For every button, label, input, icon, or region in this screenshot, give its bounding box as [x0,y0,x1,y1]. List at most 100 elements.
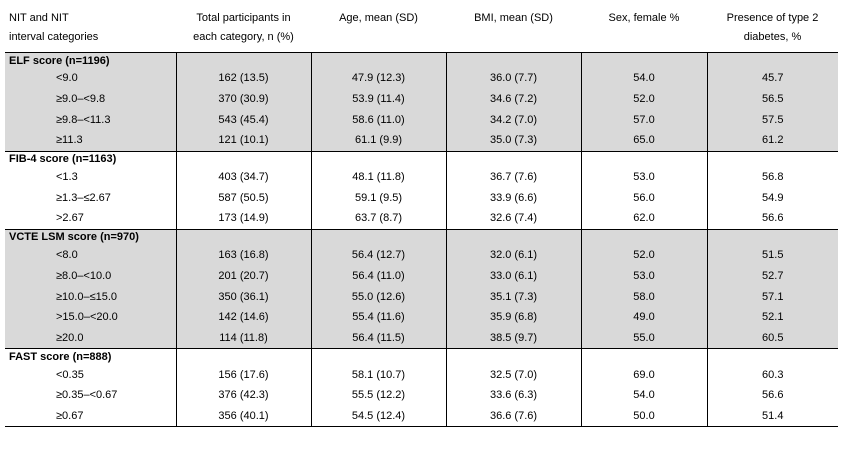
category-cell: <0.35 [56,368,84,381]
group-title: VCTE LSM score (n=970) [5,229,176,245]
female-cell: 52.0 [580,88,707,110]
category-cell: ≥10.0–≤15.0 [5,286,176,307]
bmi-cell: 33.9 (6.6) [445,187,581,209]
diabetes-cell: 54.9 [706,187,838,209]
table-row: ≥9.0–<9.8 370 (30.9) 53.9 (11.4) 34.6 (7… [5,88,838,110]
participants-cell: 587 (50.5) [175,187,311,209]
bmi-cell: 33.6 (6.3) [445,384,581,406]
diabetes-cell: 60.5 [706,327,838,349]
category-cell: >15.0–<20.0 [5,306,176,328]
category-cell: ≥1.3–≤2.67 [56,191,111,204]
group-title: FIB-4 score (n=1163) [9,153,117,166]
female-cell: 49.0 [580,306,707,328]
participants-cell: 173 (14.9) [175,208,311,230]
empty-cell [706,229,838,245]
participants-cell: 403 (34.7) [175,166,311,188]
table-row: <8.0 163 (16.8) 56.4 (12.7) 32.0 (6.1) 5… [5,244,838,266]
group-vcte-lsm: VCTE LSM score (n=970) <8.0 163 (16.8) 5… [5,229,838,349]
category-cell: ≥9.0–<9.8 [5,88,176,110]
empty-cell [175,348,311,365]
table-row: ≥0.67 356 (40.1) 54.5 (12.4) 36.6 (7.6) … [5,405,838,428]
diabetes-cell: 52.1 [706,306,838,328]
participants-cell: 201 (20.7) [175,265,311,287]
age-cell: 55.0 (12.6) [310,286,446,307]
table-row: >2.67 173 (14.9) 63.7 (8.7) 32.6 (7.4) 6… [5,208,838,230]
empty-cell [445,52,581,68]
participants-cell: 163 (16.8) [175,244,311,266]
participants-cell: 142 (14.6) [175,306,311,328]
bmi-cell: 35.0 (7.3) [445,130,581,152]
bmi-cell: 32.6 (7.4) [445,208,581,230]
age-cell: 56.4 (11.0) [310,265,446,287]
age-cell: 58.6 (11.0) [310,109,446,131]
group-elf: ELF score (n=1196) <9.0 162 (13.5) 47.9 … [5,52,838,152]
category-cell: ≥11.3 [5,130,176,152]
group-title-row: FIB-4 score (n=1163) [5,151,838,167]
bmi-cell: 34.6 (7.2) [445,88,581,110]
female-cell: 69.0 [580,364,707,385]
diabetes-cell: 57.1 [706,286,838,307]
female-cell: 50.0 [580,405,707,428]
header-line: Age, mean (SD) [339,12,418,24]
diabetes-cell: 60.3 [706,364,838,385]
table-row: >15.0–<20.0 142 (14.6) 55.4 (11.6) 35.9 … [5,306,838,328]
header-bmi: BMI, mean (SD) [446,0,581,53]
age-cell: 55.4 (11.6) [310,306,446,328]
header-line: interval categories [9,31,99,43]
female-cell: 53.0 [580,265,707,287]
diabetes-cell: 51.5 [706,244,838,266]
table-row: ≥9.8–<11.3 543 (45.4) 58.6 (11.0) 34.2 (… [5,109,838,131]
age-cell: 56.4 (12.7) [310,244,446,266]
bmi-cell: 35.1 (7.3) [445,286,581,307]
empty-cell [175,151,311,167]
female-cell: 52.0 [580,244,707,266]
participants-cell: 356 (40.1) [175,405,311,428]
results-table: NIT and NIT interval categories Total pa… [5,0,838,428]
empty-cell [706,52,838,68]
participants-cell: 350 (36.1) [175,286,311,307]
female-cell: 57.0 [580,109,707,131]
female-cell: 55.0 [580,327,707,349]
bmi-cell: 36.7 (7.6) [445,166,581,188]
table-row: ≥8.0–<10.0 201 (20.7) 56.4 (11.0) 33.0 (… [5,265,838,287]
age-cell: 63.7 (8.7) [310,208,446,230]
diabetes-cell: 57.5 [706,109,838,131]
table-row: ≥1.3–≤2.67 587 (50.5) 59.1 (9.5) 33.9 (6… [5,187,838,209]
table-row: ≥10.0–≤15.0 350 (36.1) 55.0 (12.6) 35.1 … [5,286,838,307]
bmi-cell: 33.0 (6.1) [445,265,581,287]
empty-cell [310,151,446,167]
group-title-row: ELF score (n=1196) [5,52,838,68]
female-cell: 62.0 [580,208,707,230]
age-cell: 53.9 (11.4) [310,88,446,110]
participants-cell: 156 (17.6) [175,364,311,385]
female-cell: 54.0 [580,68,707,89]
bmi-cell: 36.6 (7.6) [445,405,581,428]
bmi-cell: 34.2 (7.0) [445,109,581,131]
bmi-cell: 32.5 (7.0) [445,364,581,385]
age-cell: 56.4 (11.5) [310,327,446,349]
table-row: ≥11.3 121 (10.1) 61.1 (9.9) 35.0 (7.3) 6… [5,130,838,152]
header-line: Presence of type 2 [726,12,819,24]
diabetes-cell: 45.7 [706,68,838,89]
empty-cell [706,348,838,365]
age-cell: 54.5 (12.4) [310,405,446,428]
empty-cell [310,52,446,68]
empty-cell [175,52,311,68]
bmi-cell: 36.0 (7.7) [445,68,581,89]
category-cell: <9.0 [5,68,176,89]
table-row: <0.35 156 (17.6) 58.1 (10.7) 32.5 (7.0) … [5,364,838,385]
header-age: Age, mean (SD) [311,0,446,53]
diabetes-cell: 56.6 [706,208,838,230]
table-row: <9.0 162 (13.5) 47.9 (12.3) 36.0 (7.7) 5… [5,68,838,89]
age-cell: 58.1 (10.7) [310,364,446,385]
participants-cell: 376 (42.3) [175,384,311,406]
header-line: NIT and NIT [9,12,69,24]
age-cell: 61.1 (9.9) [310,130,446,152]
header-total-participants: Total participants in each category, n (… [176,0,311,53]
empty-cell [580,229,707,245]
table-row: <1.3 403 (34.7) 48.1 (11.8) 36.7 (7.6) 5… [5,166,838,188]
age-cell: 55.5 (12.2) [310,384,446,406]
group-fast: FAST score (n=888) <0.35 156 (17.6) 58.1… [5,348,838,428]
empty-cell [445,151,581,167]
bmi-cell: 32.0 (6.1) [445,244,581,266]
